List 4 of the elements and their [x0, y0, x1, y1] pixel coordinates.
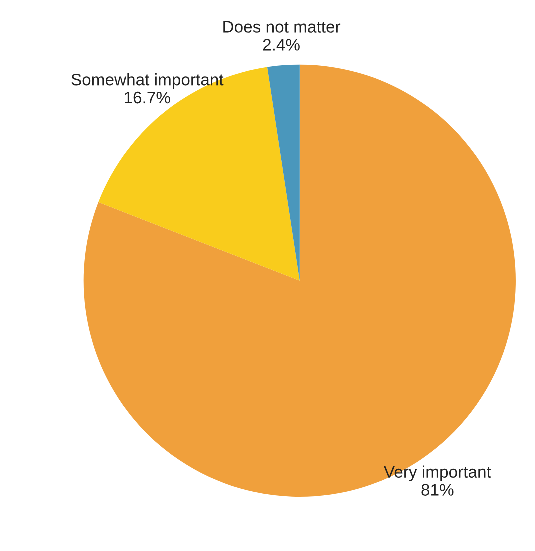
- slice-label: Does not matter: [224, 21, 341, 33]
- data-label: 2.4%: [263, 39, 300, 51]
- data-label: 16.7%: [125, 92, 170, 104]
- data-label: 81%: [422, 484, 454, 496]
